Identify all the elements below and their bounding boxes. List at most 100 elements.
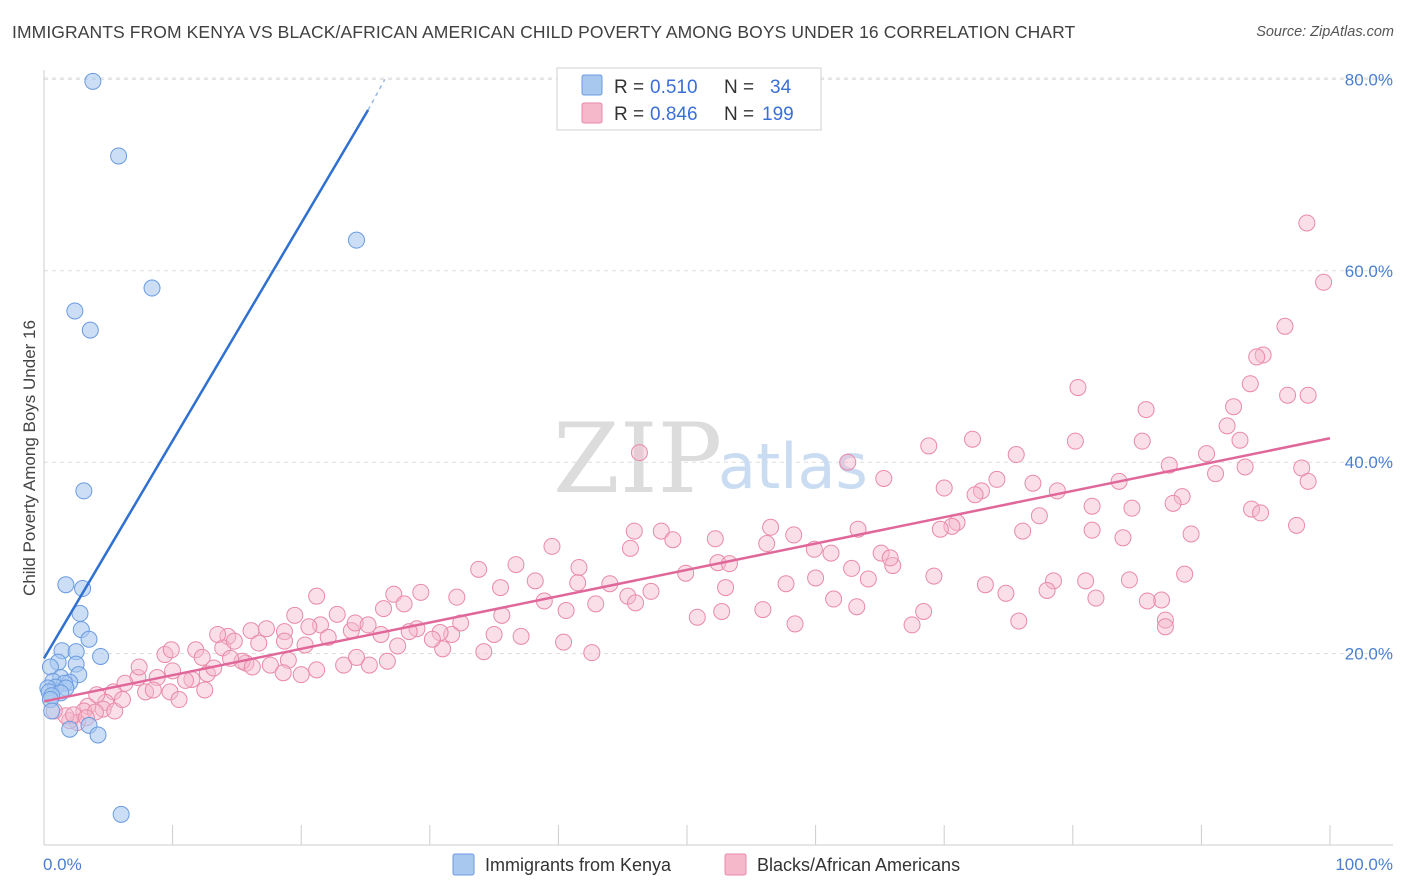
point-black-182	[423, 630, 441, 648]
point-kenya-0	[84, 72, 102, 90]
point-kenya-31	[61, 720, 79, 738]
point-black-26	[1024, 474, 1042, 492]
point-black-75	[492, 579, 510, 597]
point-black-106	[225, 632, 243, 650]
point-black-132	[274, 664, 292, 682]
point-black-85	[848, 598, 866, 616]
point-black-56	[720, 555, 738, 573]
point-black-14	[1066, 432, 1084, 450]
point-black-51	[621, 539, 639, 557]
point-black-42	[652, 522, 670, 540]
point-black-17	[1198, 445, 1216, 463]
point-black-41	[1083, 521, 1101, 539]
point-black-79	[375, 600, 393, 618]
point-black-168	[677, 564, 695, 582]
point-black-66	[1038, 581, 1056, 599]
point-black-181	[569, 574, 587, 592]
point-black-136	[378, 652, 396, 670]
legend-r-label-kenya: R =	[614, 77, 644, 98]
point-black-24	[1299, 472, 1317, 490]
point-black-111	[346, 614, 364, 632]
point-kenya-34	[112, 805, 130, 823]
point-black-12	[1231, 431, 1249, 449]
point-black-23	[988, 470, 1006, 488]
point-black-165	[209, 625, 227, 643]
stats-legend: R = 0.510 N = 34 R = 0.846 N = 199	[556, 67, 822, 131]
y-tick-label-60: 60.0%	[1345, 262, 1393, 281]
point-black-114	[389, 637, 407, 655]
point-black-71	[470, 560, 488, 578]
point-black-28	[966, 486, 984, 504]
point-black-135	[347, 648, 365, 666]
point-black-184	[286, 606, 304, 624]
point-black-48	[625, 522, 643, 540]
point-black-65	[925, 567, 943, 585]
point-black-72	[526, 572, 544, 590]
point-black-117	[512, 627, 530, 645]
point-black-163	[557, 602, 575, 620]
x-ticks	[43, 825, 1331, 845]
point-black-9	[1225, 398, 1243, 416]
point-black-171	[881, 549, 899, 567]
x-tick-label-min: 0.0%	[43, 855, 82, 874]
legend-n-value-black: 199	[762, 104, 794, 125]
x-tick-label-max: 100.0%	[1335, 855, 1393, 874]
legend-n-value-kenya: 34	[770, 77, 792, 98]
legend-swatch-black	[581, 102, 603, 124]
point-black-125	[360, 656, 378, 674]
y-tick-labels: 20.0% 40.0% 60.0% 80.0%	[1345, 70, 1393, 663]
point-black-1	[1315, 273, 1333, 291]
point-black-16	[920, 437, 938, 455]
point-black-99	[275, 623, 293, 641]
point-black-87	[1010, 612, 1028, 630]
point-black-40	[1014, 522, 1032, 540]
point-black-179	[807, 569, 825, 587]
point-black-60	[1176, 565, 1194, 583]
point-black-176	[1288, 516, 1306, 534]
point-black-4	[1248, 348, 1266, 366]
point-black-177	[1207, 465, 1225, 483]
legend-swatch-kenya	[581, 74, 603, 96]
point-black-166	[688, 608, 706, 626]
point-black-83	[754, 601, 772, 619]
point-black-131	[261, 656, 279, 674]
series-legend-label-black: Blacks/African Americans	[757, 855, 960, 875]
point-black-31	[1164, 494, 1182, 512]
point-black-172	[931, 520, 949, 538]
legend-r-value-kenya: 0.510	[650, 77, 698, 98]
pink-series-points	[45, 214, 1333, 732]
point-black-170	[642, 582, 660, 600]
point-black-18	[1007, 446, 1025, 464]
trendlines	[42, 79, 1331, 703]
point-black-2	[1276, 317, 1294, 335]
blue-series-points	[39, 72, 365, 823]
point-black-44	[762, 518, 780, 536]
point-black-82	[713, 602, 731, 620]
point-black-77	[412, 583, 430, 601]
point-black-11	[1218, 417, 1236, 435]
point-black-91	[627, 594, 645, 612]
point-black-161	[903, 616, 921, 634]
point-black-118	[555, 633, 573, 651]
point-black-185	[257, 620, 275, 638]
point-black-37	[839, 453, 857, 471]
legend-r-label-black: R =	[614, 104, 644, 125]
point-black-53	[822, 544, 840, 562]
point-black-133	[292, 666, 310, 684]
point-black-15	[1133, 432, 1151, 450]
point-kenya-6	[75, 482, 93, 500]
point-black-68	[1153, 591, 1171, 609]
point-kenya-14	[92, 647, 110, 665]
point-black-69	[976, 576, 994, 594]
point-black-30	[1048, 482, 1066, 500]
point-black-8	[1299, 386, 1317, 404]
point-black-21	[1236, 458, 1254, 476]
point-kenya-1	[110, 147, 128, 165]
point-black-167	[777, 575, 795, 593]
point-black-5	[1241, 375, 1259, 393]
legend-n-label-kenya: N =	[724, 77, 754, 98]
point-black-190	[113, 691, 131, 709]
point-kenya-11	[80, 630, 98, 648]
y-tick-label-40: 40.0%	[1345, 453, 1393, 472]
